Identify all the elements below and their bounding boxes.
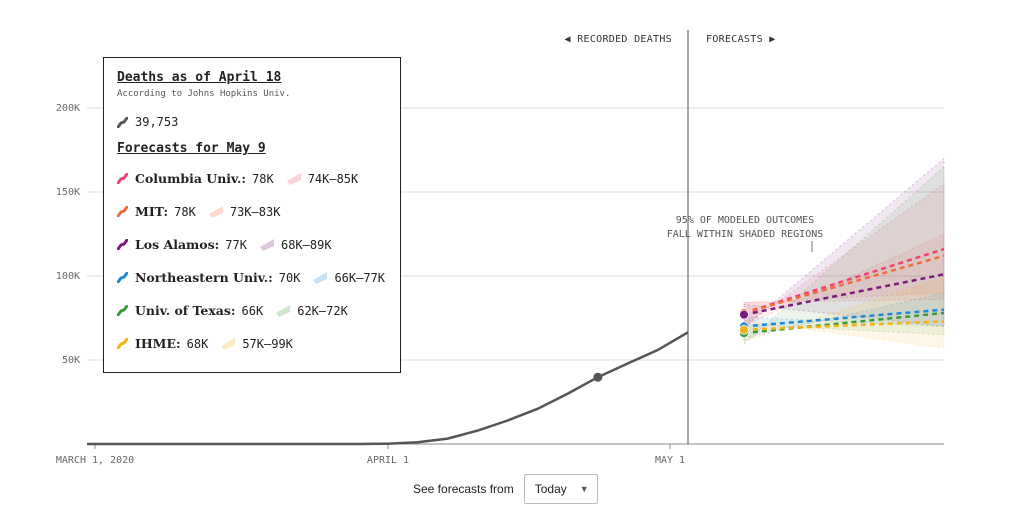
tooltip-panel: Deaths as of April 18 According to Johns… xyxy=(103,57,401,373)
forecast-band xyxy=(743,182,945,328)
forecast-line[interactable] xyxy=(743,311,945,335)
recorded-deaths-line xyxy=(87,331,689,446)
range-band-icon xyxy=(220,337,236,351)
model-list: Columbia Univ.: 78K 74K–85K MIT: 78K 73K–83K L… xyxy=(117,162,400,360)
range-band-icon xyxy=(208,205,224,219)
forecast-line[interactable] xyxy=(743,247,945,315)
model-row: IHME: 68K 57K–99K xyxy=(117,327,400,360)
forecasts-title: Forecasts for May 9 xyxy=(117,141,266,156)
forecast-line[interactable] xyxy=(743,254,945,315)
x-tick-label: APRIL 1 xyxy=(367,455,409,466)
model-range: 74K–85K xyxy=(307,171,359,186)
recorded-deaths-header: ◀ RECORDED DEATHS xyxy=(565,34,672,45)
x-tick-label: MARCH 1, 2020 xyxy=(56,455,134,466)
model-range: 57K–99K xyxy=(242,336,293,351)
range-band-icon xyxy=(275,304,291,318)
model-value: 66K xyxy=(241,303,264,318)
model-line-icon xyxy=(117,239,128,250)
forecasts-header: FORECASTS ▶ xyxy=(706,34,776,45)
deaths-row: 39,753 xyxy=(117,111,400,133)
model-line-icon xyxy=(117,305,128,316)
model-row: Northeastern Univ.: 70K 66K–77K xyxy=(117,261,400,294)
model-row: MIT: 78K 73K–83K xyxy=(117,195,400,228)
range-band-icon xyxy=(286,172,302,186)
y-axis-ticks: 50K 100K 150K 200K xyxy=(56,103,80,366)
forecast-line[interactable] xyxy=(743,320,945,332)
forecast-line[interactable] xyxy=(743,273,945,316)
model-name: Univ. of Texas: xyxy=(135,303,236,318)
model-line-icon xyxy=(117,272,128,283)
model-line-icon xyxy=(117,173,128,184)
y-tick-label: 200K xyxy=(56,103,80,114)
model-name: Los Alamos: xyxy=(135,237,220,252)
y-tick-label: 150K xyxy=(56,187,80,198)
model-value: 77K xyxy=(225,237,247,252)
forecast-band xyxy=(743,233,945,327)
forecast-band xyxy=(743,165,945,346)
model-value: 68K xyxy=(186,336,209,351)
model-range: 68K–89K xyxy=(280,237,332,252)
forecast-bands xyxy=(743,157,945,349)
forecast-lines xyxy=(743,247,945,335)
forecast-date-value: Today xyxy=(534,482,567,496)
model-row: Los Alamos: 77K 68K–89K xyxy=(117,228,400,261)
x-tick-label: MAY 1 xyxy=(655,455,685,466)
deaths-title: Deaths as of April 18 xyxy=(117,70,282,85)
range-band-icon xyxy=(259,238,275,252)
shaded-note-line1: 95% OF MODELED OUTCOMES xyxy=(676,215,814,226)
model-name: MIT: xyxy=(135,204,169,219)
forecast-date-label: See forecasts from xyxy=(413,482,514,496)
y-tick-label: 50K xyxy=(62,355,80,366)
y-tick-label: 100K xyxy=(56,271,80,282)
model-line-icon xyxy=(117,338,128,349)
deaths-value: 39,753 xyxy=(135,115,179,129)
forecast-start-point[interactable] xyxy=(739,324,749,335)
shaded-note-line2: FALL WITHIN SHADED REGIONS xyxy=(667,229,824,240)
forecast-line[interactable] xyxy=(743,308,945,328)
model-name: IHME: xyxy=(135,336,181,351)
recorded-deaths-point[interactable] xyxy=(593,372,603,382)
range-band-icon xyxy=(312,271,328,285)
model-line-icon xyxy=(117,206,128,217)
model-range: 62K–72K xyxy=(297,303,348,318)
forecast-band xyxy=(743,276,945,349)
model-range: 73K–83K xyxy=(229,204,281,219)
model-name: Northeastern Univ.: xyxy=(135,270,273,285)
model-value: 78K xyxy=(252,171,274,186)
recorded-line-icon xyxy=(117,116,128,128)
forecast-date-select[interactable]: Today ▼ xyxy=(523,474,598,504)
model-value: 78K xyxy=(174,204,196,219)
model-value: 70K xyxy=(278,270,301,285)
model-name: Columbia Univ.: xyxy=(135,171,246,186)
forecast-band xyxy=(743,157,945,329)
forecast-controls: See forecasts from Today ▼ xyxy=(413,474,598,504)
chevron-down-icon: ▼ xyxy=(579,484,589,494)
x-axis-ticks: MARCH 1, 2020 APRIL 1 MAY 1 xyxy=(56,444,685,466)
model-range: 66K–77K xyxy=(334,270,386,285)
forecast-start-point[interactable] xyxy=(739,309,749,320)
deaths-source: According to Johns Hopkins Univ. xyxy=(117,89,291,99)
model-row: Columbia Univ.: 78K 74K–85K xyxy=(117,162,400,195)
forecast-start-points xyxy=(739,308,749,339)
model-row: Univ. of Texas: 66K 62K–72K xyxy=(117,294,400,327)
